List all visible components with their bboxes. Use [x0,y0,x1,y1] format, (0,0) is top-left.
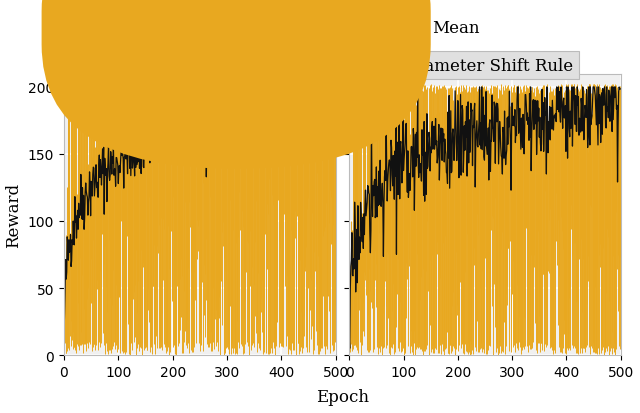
Text: Minimum/Maximum: Minimum/Maximum [243,20,413,38]
Text: Mean: Mean [432,20,479,38]
Title: Guided SPSA: Guided SPSA [144,57,255,74]
Title: Parameter Shift Rule: Parameter Shift Rule [396,57,573,74]
Text: Epoch: Epoch [316,388,369,405]
Y-axis label: Reward: Reward [5,182,22,247]
